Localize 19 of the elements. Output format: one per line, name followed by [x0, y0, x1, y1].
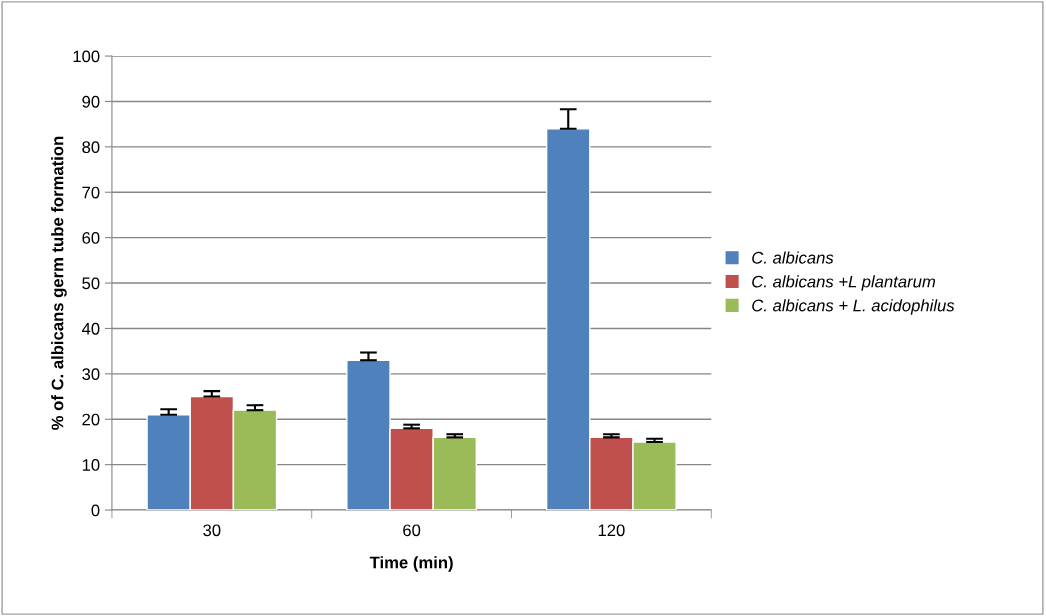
y-tick-label: 50 — [82, 277, 100, 290]
y-tick-label: 40 — [81, 322, 100, 335]
y-tick-label: 30 — [82, 368, 100, 381]
legend-label: C. albicans — [752, 251, 834, 264]
y-tick-label: 70 — [82, 186, 100, 199]
y-axis-title: % of C. albicans germ tube formation — [51, 136, 67, 430]
x-tick-label: 120 — [598, 524, 625, 537]
legend-label: C. albicans + L. acidophilus — [752, 299, 955, 315]
x-axis-title: Time (min) — [369, 556, 453, 572]
y-tick-label: 100 — [73, 50, 100, 63]
y-tick-label: 10 — [82, 459, 100, 471]
y-tick-label: 80 — [82, 141, 100, 154]
x-tick-label: 60 — [403, 524, 421, 537]
y-tick-label: 90 — [82, 95, 100, 108]
y-tick-label: 20 — [82, 413, 100, 426]
legend-label: C. albicans +L plantarum — [752, 275, 936, 291]
y-tick-label: 0 — [91, 504, 100, 517]
x-tick-label: 30 — [203, 524, 221, 537]
y-tick-label: 60 — [82, 232, 100, 244]
